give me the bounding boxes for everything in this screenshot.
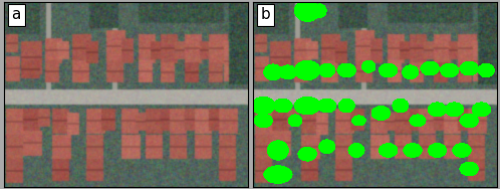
Text: b: b bbox=[260, 7, 270, 22]
Text: a: a bbox=[12, 7, 20, 22]
